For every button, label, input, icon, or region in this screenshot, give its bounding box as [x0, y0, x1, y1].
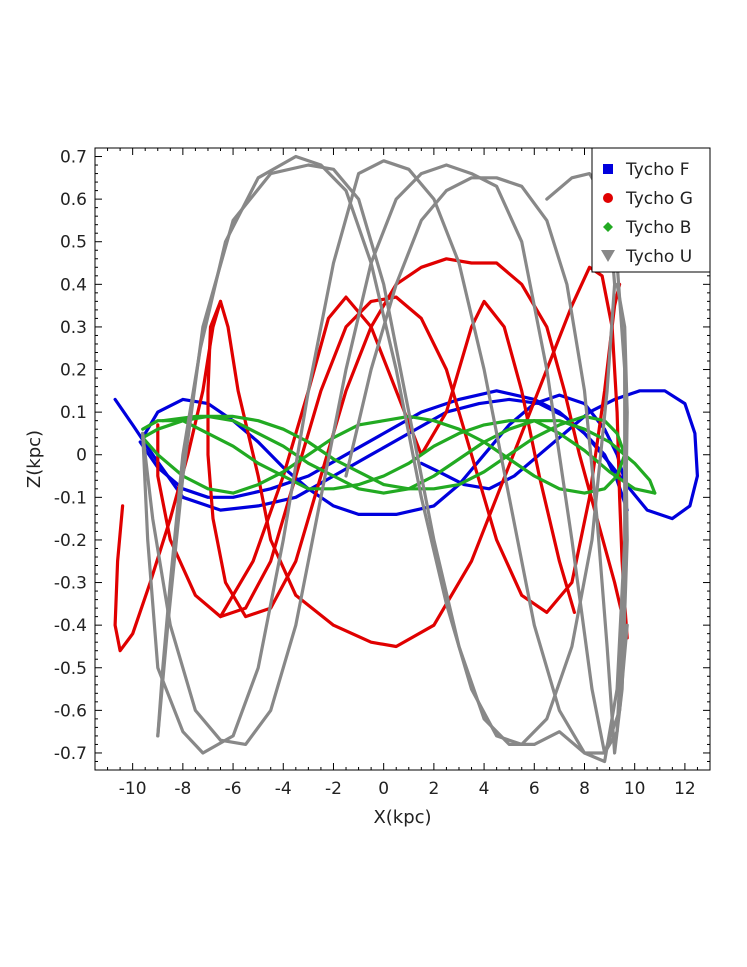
x-axis: -10 -8 -6 -4 -2 0 2 4 6 8 10 12: [107, 148, 698, 799]
y-axis: 0.7 0.6 0.5 0.4 0.3 0.2 0.1 0 -0.1 -0.2 -0.3 -0.4 -0…: [54, 147, 710, 771]
series-line: [156, 154, 617, 746]
series-tycho-b: [141, 414, 657, 495]
y-tick-label: 0.3: [60, 318, 87, 338]
x-tick-label: 8: [579, 779, 590, 799]
x-tick-label: -8: [174, 779, 191, 799]
legend-label: Tycho U: [625, 247, 692, 267]
x-tick-label: -6: [225, 779, 242, 799]
x-tick-label: 4: [479, 779, 490, 799]
legend: Tycho F Tycho G Tycho B Tycho U: [591, 147, 711, 273]
legend-marker-square: [603, 164, 613, 174]
series-line: [143, 393, 627, 516]
y-tick-label: 0.1: [60, 403, 87, 423]
y-tick-label: -0.3: [54, 574, 87, 594]
y-tick-label: -0.5: [54, 659, 87, 679]
series-tycho-u: [141, 154, 629, 764]
y-tick-label: 0.4: [60, 275, 87, 295]
plot-frame: [94, 147, 711, 771]
y-tick-label: 0.5: [60, 233, 87, 253]
y-tick-label: -0.6: [54, 701, 87, 721]
y-tick-label: 0.6: [60, 190, 87, 210]
legend-marker-circle: [603, 193, 613, 203]
x-tick-label: -4: [275, 779, 292, 799]
series-line: [141, 419, 657, 495]
x-tick-label: 12: [674, 779, 696, 799]
series-line: [138, 389, 699, 521]
x-tick-label: -2: [325, 779, 342, 799]
y-tick-label: -0.7: [54, 744, 87, 764]
series-line: [141, 414, 627, 495]
legend-marker-triangle-down: [601, 250, 615, 262]
series-line: [141, 159, 629, 755]
y-tick-label: 0: [76, 446, 87, 466]
y-tick-label: 0.7: [60, 148, 87, 168]
series-line: [113, 265, 629, 653]
y-axis-label: Z(kpc): [24, 430, 45, 488]
plot-lines: [113, 154, 699, 764]
y-tick-label: 0.2: [60, 361, 87, 381]
x-tick-label: 10: [624, 779, 646, 799]
x-tick-label: 2: [428, 779, 439, 799]
x-tick-label: 6: [529, 779, 540, 799]
y-tick-label: -0.4: [54, 616, 87, 636]
legend-marker-diamond: [603, 222, 613, 232]
y-tick-label: -0.1: [54, 488, 87, 508]
legend-label: Tycho F: [625, 160, 690, 180]
y-tick-label: -0.2: [54, 531, 87, 551]
x-tick-label: -10: [119, 779, 147, 799]
series-line: [156, 282, 622, 619]
legend-label: Tycho G: [625, 189, 693, 209]
x-axis-label: X(kpc): [373, 807, 431, 828]
series-line: [206, 257, 627, 627]
legend-label: Tycho B: [625, 218, 691, 238]
x-tick-label: 0: [378, 779, 389, 799]
